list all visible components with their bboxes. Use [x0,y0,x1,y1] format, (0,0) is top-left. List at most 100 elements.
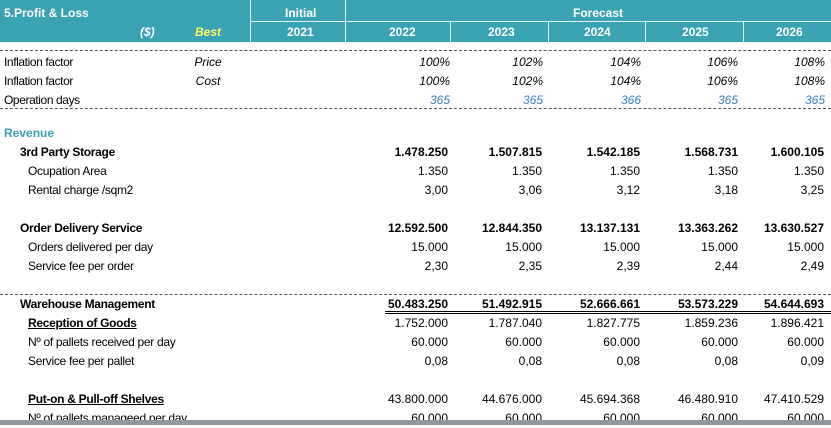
table-row[interactable]: Warehouse Management 50.483.250 51.492.9… [0,295,831,314]
cell[interactable]: 100% [419,74,450,88]
scenario-label[interactable]: Best [195,25,222,39]
cell[interactable]: 12.592.500 [387,221,448,235]
double-underline [385,311,831,314]
cell[interactable]: 1.787.040 [488,316,542,330]
dashed-separator [0,294,831,295]
cell[interactable]: 13.630.527 [763,221,824,235]
cell[interactable]: 3,12 [616,183,640,197]
cell[interactable]: 104% [610,74,641,88]
table-row[interactable]: Order Delivery Service 12.592.500 12.844… [0,219,831,238]
cell[interactable]: 100% [419,55,450,69]
cell[interactable]: 1.478.250 [394,145,448,159]
cell[interactable]: 15.000 [411,240,448,254]
cell[interactable]: 15.000 [505,240,542,254]
cell[interactable]: 44.676.000 [481,392,542,406]
table-row[interactable]: Inflation factor Price 100% 102% 104% 10… [0,53,831,72]
cell[interactable]: 106% [707,74,738,88]
table-row[interactable]: Nº of pallets received per day 60.000 60… [0,333,831,352]
cell[interactable]: 1.827.775 [586,316,640,330]
cell[interactable]: 1.350 [707,164,738,178]
divider [645,21,646,42]
cell[interactable]: 60.000 [411,335,448,349]
cell[interactable]: 43.800.000 [387,392,448,406]
cell[interactable]: 1.507.815 [488,145,542,159]
cell[interactable]: 365 [717,93,738,107]
cell[interactable]: 1.859.236 [684,316,738,330]
cell[interactable]: 0,09 [800,354,824,368]
cell[interactable]: 15.000 [701,240,738,254]
row-label: Inflation factor [4,55,73,69]
cell[interactable]: 1.568.731 [684,145,738,159]
cell[interactable]: 50.483.250 [387,297,448,311]
cell[interactable]: 54.644.693 [763,297,824,311]
table-row[interactable]: Put-on & Pull-off Shelves 43.800.000 44.… [0,390,831,409]
cell[interactable]: 13.363.262 [677,221,738,235]
cell[interactable]: 106% [707,55,738,69]
cell[interactable]: 0,08 [714,354,738,368]
cell[interactable]: 3,00 [424,183,448,197]
cell[interactable]: 60.000 [787,335,824,349]
cell[interactable]: 2,30 [424,259,448,273]
table-row[interactable]: Rental charge /sqm2 3,00 3,06 3,12 3,18 … [0,181,831,200]
cell[interactable]: 3,25 [800,183,824,197]
cell[interactable]: 45.694.368 [579,392,640,406]
cell[interactable]: 0,08 [518,354,542,368]
cell[interactable]: 60.000 [701,335,738,349]
cell[interactable]: 46.480.910 [677,392,738,406]
cell[interactable]: 47.410.529 [763,392,824,406]
cell[interactable]: 1.350 [417,164,448,178]
cell[interactable]: 1.542.185 [586,145,640,159]
cell[interactable]: 60.000 [603,335,640,349]
row-label: Service fee per pallet [28,354,135,368]
cell[interactable]: 365 [429,93,450,107]
cell[interactable]: 365 [804,93,825,107]
table-row[interactable]: Orders delivered per day 15.000 15.000 1… [0,238,831,257]
cell[interactable]: 102% [512,74,543,88]
table-row[interactable]: Service fee per order 2,30 2,35 2,39 2,4… [0,257,831,276]
cell[interactable]: 51.492.915 [481,297,542,311]
cell[interactable]: 15.000 [603,240,640,254]
cell[interactable]: 1.350 [793,164,824,178]
dashed-separator [0,50,831,51]
window-bottom-edge [0,420,831,425]
revenue-label: Revenue [4,126,55,140]
cell[interactable]: 2,44 [714,259,738,273]
cell[interactable]: 3,18 [714,183,738,197]
section-title: Warehouse Management [20,297,155,311]
cell[interactable]: 60.000 [505,335,542,349]
cell[interactable]: 2,49 [800,259,824,273]
table-row[interactable]: Inflation factor Cost 100% 102% 104% 106… [0,72,831,91]
cell[interactable]: 15.000 [787,240,824,254]
cell[interactable]: 0,08 [616,354,640,368]
cell[interactable]: 1.350 [511,164,542,178]
cell[interactable]: 2,39 [616,259,640,273]
cell[interactable]: 0,08 [424,354,448,368]
cell[interactable]: 52.666.661 [579,297,640,311]
dashed-separator [0,108,831,109]
row-type: Cost [195,74,221,88]
cell[interactable]: 108% [794,74,825,88]
table-row[interactable]: Ocupation Area 1.350 1.350 1.350 1.350 1… [0,162,831,181]
cell[interactable]: 1.600.105 [770,145,824,159]
table-row[interactable]: Reception of Goods 1.752.000 1.787.040 1… [0,314,831,333]
row-label: Orders delivered per day [28,240,153,254]
cell[interactable]: 12.844.350 [481,221,542,235]
cell[interactable]: 108% [794,55,825,69]
row-type: Price [194,55,222,69]
table-row[interactable]: 3rd Party Storage 1.478.250 1.507.815 1.… [0,143,831,162]
divider [250,21,831,22]
table-row[interactable]: Nº of pallets manageed per day 60.000 60… [0,409,831,428]
cell[interactable]: 1.350 [609,164,640,178]
cell[interactable]: 3,06 [518,183,542,197]
cell[interactable]: 53.573.229 [677,297,738,311]
cell[interactable]: 104% [610,55,641,69]
table-row[interactable]: Operation days 365 365 366 365 365 [0,91,831,110]
cell[interactable]: 1.752.000 [394,316,448,330]
cell[interactable]: 13.137.131 [579,221,640,235]
table-row[interactable]: Service fee per pallet 0,08 0,08 0,08 0,… [0,352,831,371]
cell[interactable]: 2,35 [518,259,542,273]
cell[interactable]: 366 [620,93,641,107]
cell[interactable]: 1.896.421 [770,316,824,330]
cell[interactable]: 102% [512,55,543,69]
cell[interactable]: 365 [522,93,543,107]
